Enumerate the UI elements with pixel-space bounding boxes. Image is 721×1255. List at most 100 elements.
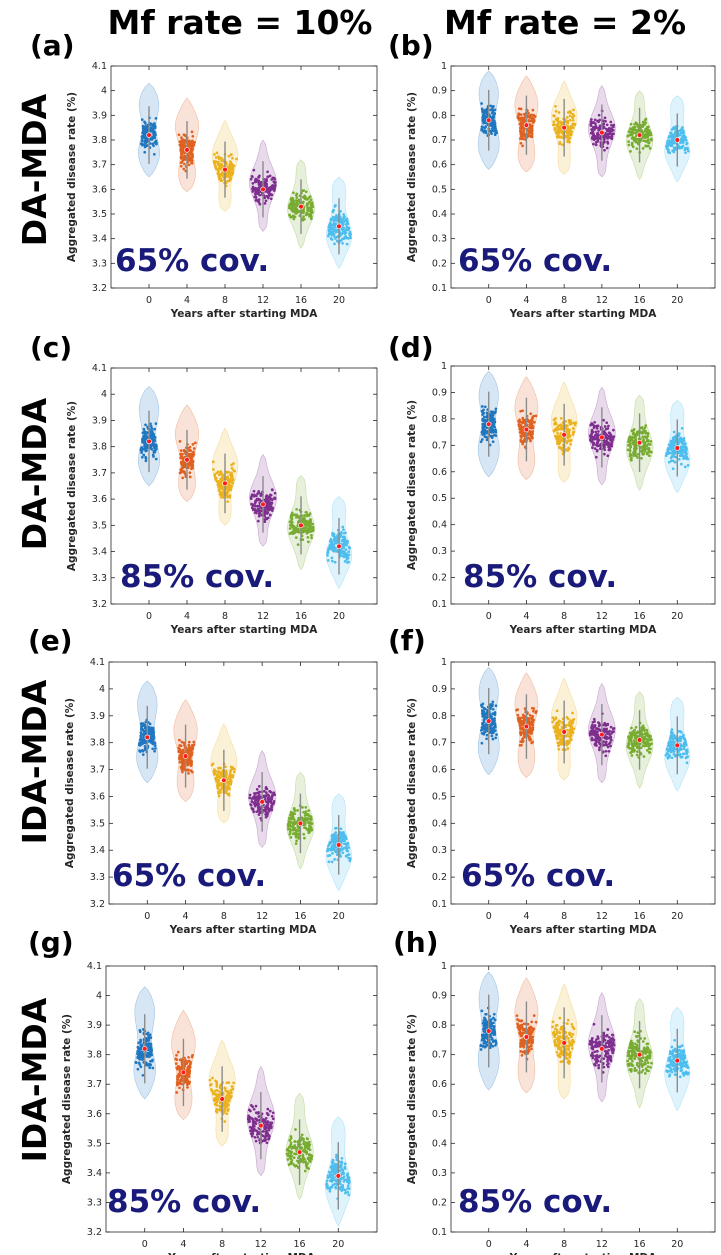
sample-point xyxy=(339,220,343,224)
sample-point xyxy=(679,138,683,142)
sample-point xyxy=(177,133,181,137)
sample-point xyxy=(555,135,559,139)
sample-point xyxy=(649,440,653,443)
sample-point xyxy=(644,135,647,139)
y-axis-label: Aggregated disease rate (%) xyxy=(406,92,418,262)
y-tick-label: 4 xyxy=(101,389,107,400)
y-tick-label: 0.9 xyxy=(432,86,447,97)
sample-point xyxy=(483,405,487,409)
sample-point xyxy=(269,498,273,501)
sample-point xyxy=(187,772,190,775)
sample-point xyxy=(592,138,596,142)
median-point xyxy=(259,799,265,805)
sample-point xyxy=(292,807,296,811)
sample-point xyxy=(257,175,261,179)
sample-point xyxy=(215,151,219,155)
sample-point xyxy=(143,430,147,434)
sample-point xyxy=(139,446,143,450)
sample-point xyxy=(269,493,272,497)
x-tick-label: 16 xyxy=(634,295,646,306)
sample-point xyxy=(682,457,685,460)
sample-point xyxy=(273,491,277,495)
sample-point xyxy=(333,546,337,550)
y-tick-label: 3.9 xyxy=(92,415,107,426)
panel-d: 0.10.20.30.40.50.60.70.80.910 4 8 12 16 20Yea… xyxy=(406,361,716,636)
sample-point xyxy=(647,141,651,144)
sample-point xyxy=(682,439,686,443)
sample-point xyxy=(305,204,309,208)
y-tick-label: 3.5 xyxy=(90,818,105,829)
sample-point xyxy=(569,439,573,442)
median-point xyxy=(260,501,266,508)
sample-point xyxy=(291,513,295,517)
sample-point xyxy=(297,816,301,820)
sample-point xyxy=(628,442,632,445)
sample-point xyxy=(680,441,684,445)
sample-point xyxy=(647,442,650,446)
sample-point xyxy=(327,234,330,238)
sample-point xyxy=(191,770,194,774)
sample-point xyxy=(573,423,577,427)
y-tick-label: 1 xyxy=(441,61,447,72)
sample-point xyxy=(593,420,597,424)
x-tick-label: 8 xyxy=(221,911,227,922)
sample-point xyxy=(566,439,570,443)
sample-point xyxy=(670,128,674,131)
x-tick-label: 4 xyxy=(184,611,190,622)
sample-point xyxy=(178,140,182,144)
sample-point xyxy=(481,116,484,119)
x-tick-label: 16 xyxy=(294,911,306,922)
sample-point xyxy=(517,420,521,423)
sample-point xyxy=(686,463,690,467)
sample-point xyxy=(181,476,185,480)
sample-point xyxy=(309,212,312,216)
sample-point xyxy=(678,440,681,443)
sample-point xyxy=(309,818,313,822)
sample-point xyxy=(484,115,488,119)
sample-point xyxy=(263,202,267,205)
sample-point xyxy=(213,153,216,156)
sample-point xyxy=(490,132,493,135)
sample-point xyxy=(489,108,493,112)
sample-point xyxy=(229,153,233,157)
sample-point xyxy=(557,135,561,139)
sample-point xyxy=(250,800,254,803)
sample-point xyxy=(345,242,349,246)
sample-point xyxy=(528,438,532,441)
sample-point xyxy=(224,769,228,773)
sample-point xyxy=(248,793,252,797)
sample-point xyxy=(634,137,638,141)
sample-point xyxy=(271,184,274,187)
sample-point xyxy=(258,811,262,815)
sample-point xyxy=(301,528,305,532)
sample-point xyxy=(266,803,270,806)
sample-point xyxy=(192,743,196,747)
sample-point xyxy=(685,448,688,452)
sample-point xyxy=(602,122,606,126)
sample-point xyxy=(558,437,561,440)
sample-point xyxy=(286,825,290,828)
sample-point xyxy=(303,520,307,524)
sample-point xyxy=(339,210,342,213)
sample-point xyxy=(589,131,593,135)
sample-point xyxy=(295,210,299,214)
sample-point xyxy=(179,749,183,753)
sample-point xyxy=(529,432,532,436)
sample-point xyxy=(188,462,192,466)
violin-4 xyxy=(174,97,200,193)
y-tick-label: 4.1 xyxy=(92,363,107,374)
sample-point xyxy=(489,104,493,108)
sample-point xyxy=(343,842,346,846)
sample-point xyxy=(308,200,311,204)
sample-point xyxy=(629,445,632,449)
sample-point xyxy=(143,150,147,154)
sample-point xyxy=(333,216,337,220)
sample-point xyxy=(588,438,592,442)
sample-point xyxy=(610,127,613,130)
sample-point xyxy=(177,750,181,753)
sample-point xyxy=(342,528,345,532)
sample-point xyxy=(290,511,294,515)
sample-point xyxy=(520,428,524,432)
y-tick-label: 0.8 xyxy=(432,711,447,722)
sample-point xyxy=(556,117,560,120)
